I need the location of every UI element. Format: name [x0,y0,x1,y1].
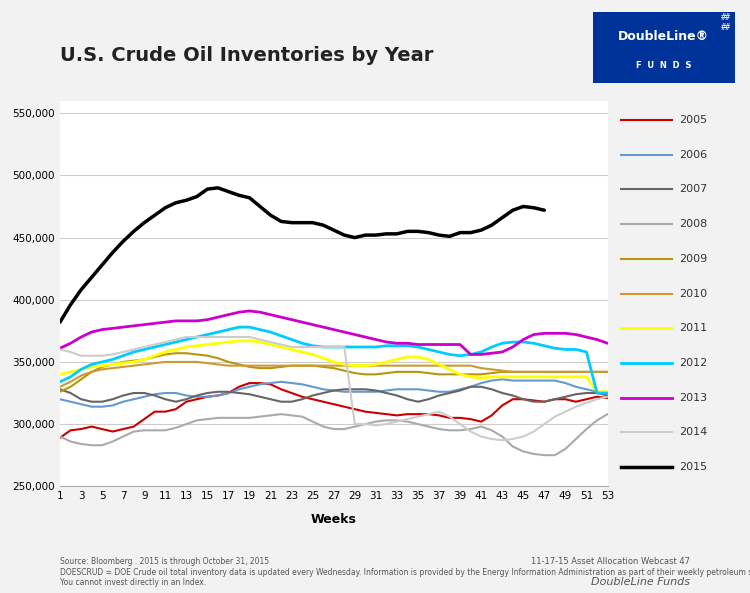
FancyBboxPatch shape [592,12,735,83]
Text: 2005: 2005 [679,115,706,125]
Text: DoubleLine Funds: DoubleLine Funds [591,577,690,587]
Text: 2007: 2007 [679,184,707,195]
Text: F  U  N  D  S: F U N D S [636,60,692,70]
Text: 2008: 2008 [679,219,707,229]
Text: 2009: 2009 [679,254,707,264]
Text: 2011: 2011 [679,323,706,333]
Text: U.S. Crude Oil Inventories by Year: U.S. Crude Oil Inventories by Year [60,46,433,65]
Text: DoubleLine®: DoubleLine® [618,30,710,43]
Text: Source: Bloomberg . 2015 is through October 31, 2015
DOESCRUD = DOE Crude oil to: Source: Bloomberg . 2015 is through Octo… [60,557,750,587]
Text: 2015: 2015 [679,462,706,472]
X-axis label: Weeks: Weeks [310,514,357,526]
Text: 2013: 2013 [679,393,706,403]
Text: 2012: 2012 [679,358,707,368]
Text: 2010: 2010 [679,289,706,298]
Text: ##
##: ## ## [721,12,730,32]
Text: 11-17-15 Asset Allocation Webcast 47: 11-17-15 Asset Allocation Webcast 47 [531,557,690,566]
Text: 2014: 2014 [679,428,707,437]
Text: 2006: 2006 [679,150,706,160]
